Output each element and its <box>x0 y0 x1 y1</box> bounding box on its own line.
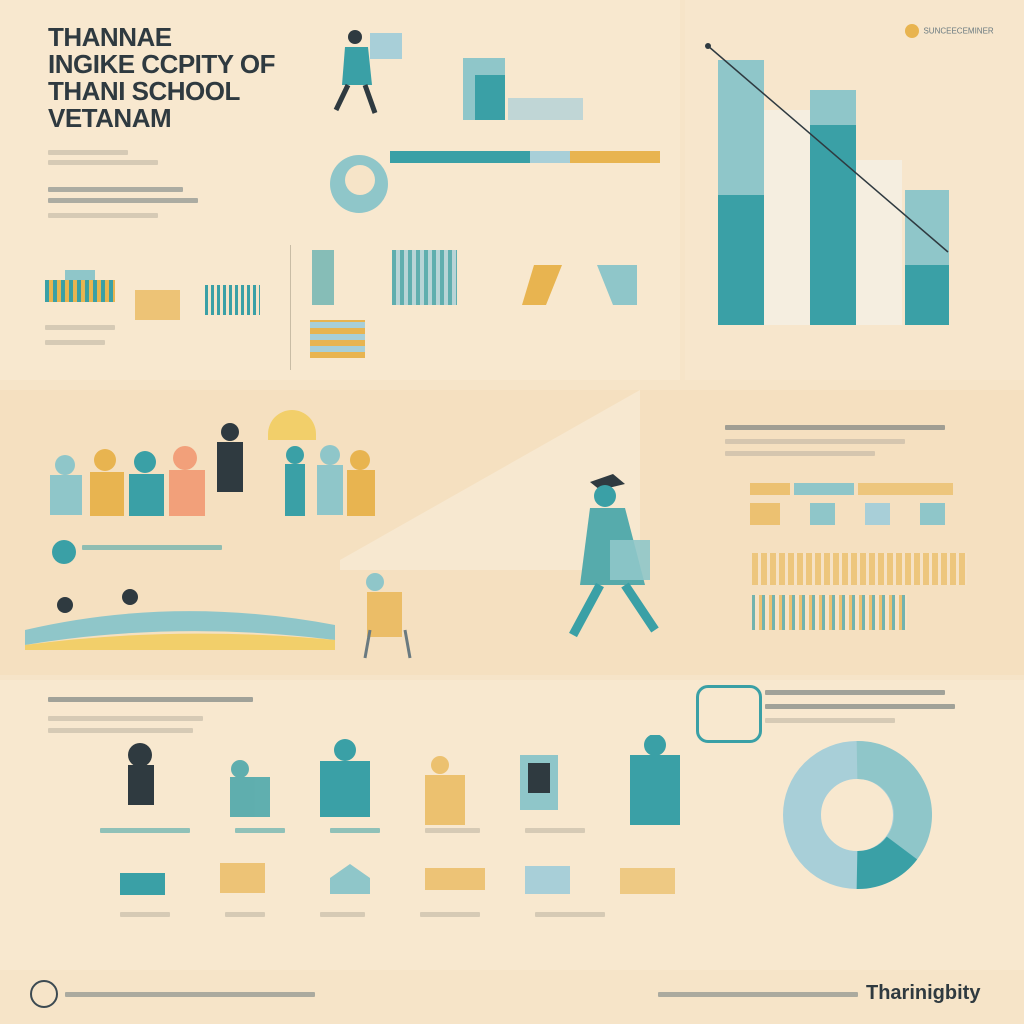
group-people-icon <box>50 423 375 516</box>
info-strip <box>508 98 583 120</box>
title-caption-lines <box>48 150 208 218</box>
page-title: THANNAE INGIKE CCPITY OF THANI SCHOOL VE… <box>48 24 288 132</box>
bar-5-lower <box>905 265 949 325</box>
bar-3-lower <box>810 125 856 325</box>
list-header-lines <box>725 425 955 456</box>
list-row <box>750 503 960 525</box>
school-building-icon <box>392 250 457 305</box>
bottom-caption-lines <box>48 697 258 733</box>
tower-icon <box>312 250 334 305</box>
icon-captions <box>100 828 600 833</box>
footer <box>0 970 1024 1024</box>
footer-text <box>65 992 315 997</box>
divider <box>290 245 291 370</box>
wave-landscape <box>25 589 335 650</box>
badge-caption <box>82 545 232 550</box>
school-building-icon <box>45 270 115 315</box>
footer-brand: Tharinigbity <box>866 982 981 1004</box>
people-icons-row <box>128 735 680 825</box>
school-building-icon <box>205 285 260 315</box>
student-figure-icon <box>330 25 410 120</box>
badge-stamp-icon <box>696 685 762 743</box>
progress-bar <box>390 151 670 163</box>
globe-logo-icon <box>30 980 58 1008</box>
donut-chart <box>783 741 932 889</box>
seated-student-icon <box>363 573 412 659</box>
list-row <box>750 483 960 495</box>
title-line-1: THANNAE <box>48 22 172 52</box>
bar-1-lower <box>718 195 764 325</box>
list-row <box>752 553 967 585</box>
footer-text <box>658 992 858 997</box>
house-icons-row <box>120 863 675 895</box>
title-line-2: INGIKE CCPITY OF <box>48 49 276 79</box>
diagonal-light <box>340 390 640 570</box>
house-captions <box>120 912 700 917</box>
badge-label: SUNCEECEMINER <box>923 26 994 36</box>
bar-chart <box>705 43 949 325</box>
title-line-4: VETANAM <box>48 103 172 133</box>
info-tile-inner <box>475 75 505 120</box>
title-line-3: THANI SCHOOL <box>48 76 240 106</box>
caption-lines <box>45 325 275 345</box>
school-building-icon <box>135 290 180 320</box>
round-icon-inner <box>345 165 375 195</box>
globe-icon <box>905 23 919 38</box>
block-icon <box>310 320 365 358</box>
top-right-badge: SUNCEECEMINER <box>905 22 1000 38</box>
list-row <box>752 595 907 630</box>
graduate-figure-icon <box>569 474 659 638</box>
trend-line <box>707 45 949 253</box>
bar-2 <box>764 110 810 325</box>
bar-4 <box>856 160 902 325</box>
donut-caption-lines <box>765 690 965 723</box>
badge-logo-icon <box>52 540 76 564</box>
